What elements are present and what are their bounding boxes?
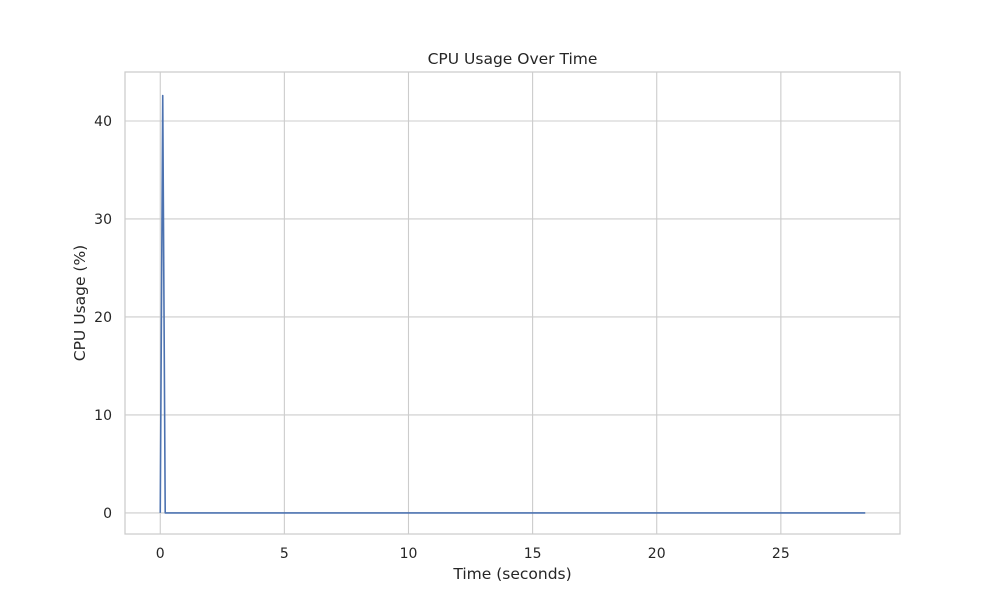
x-tick-label: 25 [772, 546, 790, 562]
cpu-usage-series-line [159, 94, 866, 514]
y-tick-labels: 0 10 20 30 40 [94, 114, 112, 522]
series-layer [159, 94, 866, 514]
x-tick-label: 5 [280, 546, 289, 562]
y-tick-label: 30 [94, 212, 112, 228]
y-tick-label: 40 [94, 114, 112, 130]
y-tick-label: 0 [103, 506, 112, 522]
x-tick-labels: 0 5 10 15 20 25 [156, 546, 790, 562]
x-tick-label: 10 [400, 546, 418, 562]
chart-title: CPU Usage Over Time [428, 50, 598, 68]
plot-area [124, 71, 901, 535]
x-tick-label: 0 [156, 546, 165, 562]
y-tick-label: 20 [94, 310, 112, 326]
x-tick-label: 20 [648, 546, 666, 562]
y-axis-label: CPU Usage (%) [71, 245, 89, 362]
x-axis-label: Time (seconds) [452, 565, 571, 583]
x-tick-label: 15 [524, 546, 542, 562]
y-tick-label: 10 [94, 408, 112, 424]
